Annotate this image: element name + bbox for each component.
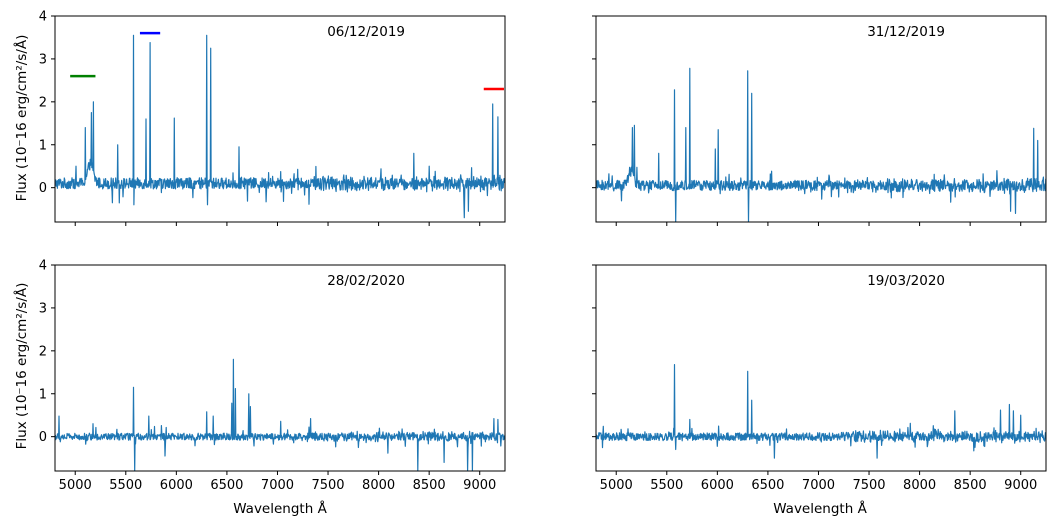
x-tick-label: 8500	[954, 478, 987, 493]
x-tick-label: 7000	[802, 478, 835, 493]
x-tick-label: 5500	[109, 478, 142, 493]
y-tick-label: 0	[39, 430, 47, 445]
date-annotation: 19/03/2020	[867, 273, 945, 289]
spectrum-panel-28-02-2020: 0 1 2 3 4 5000 5500 6000 6500 7000 7500 8000 8500 900…	[39, 259, 506, 493]
x-tick-label: 9000	[1004, 478, 1037, 493]
spectrum-panel-19-03-2020: 5000 5500 6000 6500 7000 7500 8000 8500 9000 19/0…	[592, 264, 1047, 493]
date-annotation: 31/12/2019	[867, 24, 945, 40]
axes-frame	[595, 264, 1047, 472]
date-annotation: 06/12/2019	[327, 24, 405, 40]
spectrum-line	[596, 364, 1046, 459]
x-tick-label: 6500	[210, 478, 243, 493]
spectrum-panel-31-12-2019: 31/12/2019	[592, 15, 1047, 226]
x-axis-title-left: Wavelength Å	[233, 500, 327, 517]
y-tick-label: 3	[39, 52, 47, 67]
spectrum-line	[596, 67, 1046, 222]
y-axis-title-top: Flux (10⁻16 erg/cm²/s/Å)	[13, 35, 30, 202]
x-tick-label: 8000	[903, 478, 936, 493]
x-tick-label: 8500	[413, 478, 446, 493]
x-tick-label: 7000	[261, 478, 294, 493]
x-tick-label: 8000	[362, 478, 395, 493]
date-annotation: 28/02/2020	[327, 273, 405, 289]
y-tick-label: 3	[39, 301, 47, 316]
axes-frame	[54, 15, 506, 223]
y-axis-title-bottom: Flux (10⁻16 erg/cm²/s/Å)	[13, 283, 30, 450]
x-tick-label: 6000	[160, 478, 193, 493]
axes-frame	[595, 15, 1047, 223]
x-tick-label: 5000	[600, 478, 633, 493]
spectrum-line	[55, 34, 505, 219]
x-tick-label: 5000	[59, 478, 92, 493]
x-tick-label: 7500	[311, 478, 344, 493]
spectrum-panel-06-12-2019: 0 1 2 3 4 06/12/2019	[39, 10, 506, 226]
y-tick-label: 1	[39, 387, 47, 402]
y-tick-label: 4	[39, 10, 47, 25]
y-tick-label: 2	[39, 95, 47, 110]
y-tick-label: 0	[39, 181, 47, 196]
x-tick-label: 6000	[701, 478, 734, 493]
axes-frame	[54, 264, 506, 472]
x-tick-label: 7500	[852, 478, 885, 493]
y-tick-label: 4	[39, 259, 47, 274]
y-tick-label: 2	[39, 344, 47, 359]
x-tick-label: 5500	[650, 478, 683, 493]
x-tick-label: 6500	[751, 478, 784, 493]
x-axis-title-right: Wavelength Å	[773, 500, 867, 517]
y-tick-label: 1	[39, 138, 47, 153]
x-tick-label: 9000	[463, 478, 496, 493]
spectrum-line	[55, 358, 505, 471]
